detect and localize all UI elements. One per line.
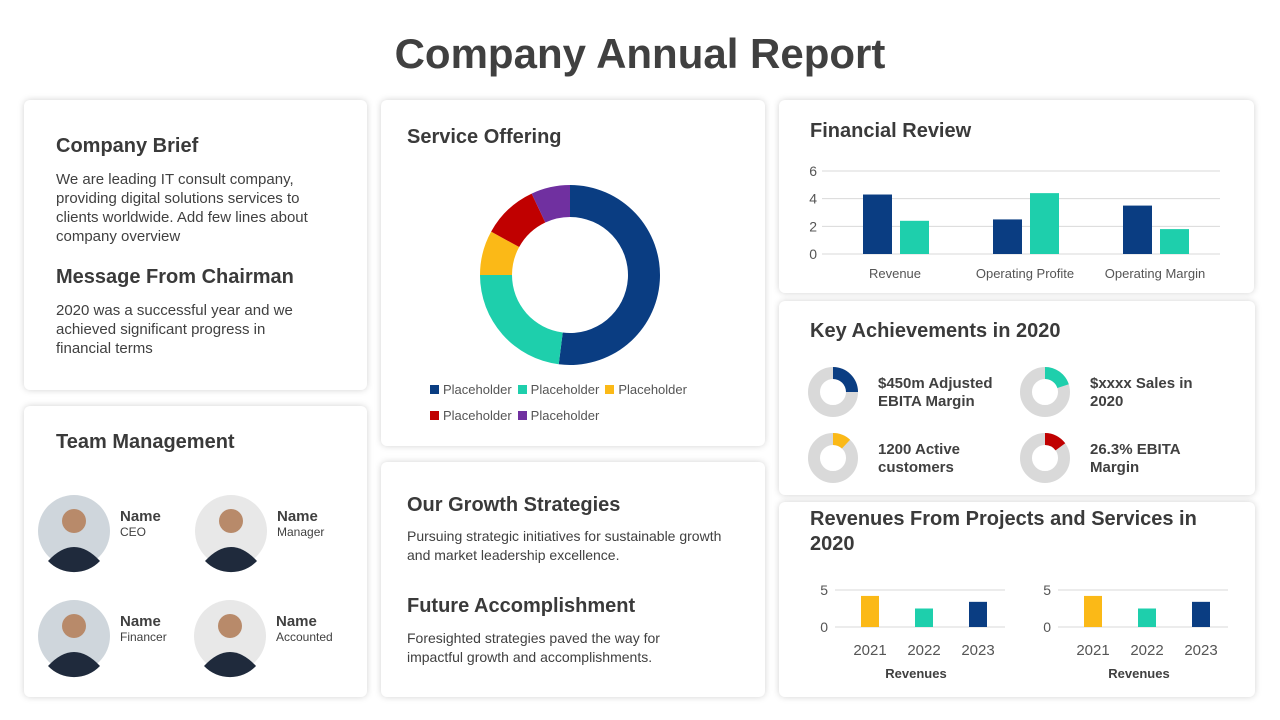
member-name: Name — [120, 508, 161, 525]
x-tick-label: 2022 — [1130, 642, 1163, 659]
donut-slice — [480, 275, 563, 365]
achievement-label: $450m Adjusted EBITA Margin — [878, 375, 993, 410]
avatar-body — [205, 547, 257, 573]
heading: Our Growth Strategies — [407, 494, 621, 516]
member-role: Accounted — [276, 630, 333, 644]
x-axis-label: Revenues — [885, 666, 946, 681]
legend-swatch — [430, 410, 439, 420]
x-tick-label: 2022 — [907, 642, 940, 659]
legend-label: Placeholder — [443, 381, 512, 397]
bar — [1030, 193, 1059, 254]
achievement-label: $xxxx Sales in 2020 — [1090, 375, 1193, 410]
heading: Key Achievements in 2020 — [810, 320, 1061, 342]
text: We are leading IT consult company, provi… — [56, 171, 308, 245]
legend-swatch — [517, 410, 527, 420]
legend-label: Placeholder — [530, 407, 600, 423]
avatar-head — [218, 614, 242, 638]
member-name: Name — [120, 613, 161, 630]
bar — [969, 601, 987, 627]
bar — [1084, 595, 1102, 627]
ring-value — [1045, 433, 1066, 451]
bar — [863, 194, 892, 254]
legend-label: Placeholder — [618, 381, 687, 397]
heading: Financial Review — [810, 120, 972, 142]
x-axis-label: Revenues — [1108, 666, 1169, 681]
legend-swatch — [430, 384, 439, 394]
avatar-body — [204, 652, 256, 678]
y-tick-label: 4 — [809, 191, 817, 207]
bar — [1138, 608, 1156, 627]
heading: Team Management — [56, 431, 235, 453]
card — [381, 462, 765, 697]
y-tick-label: 0 — [820, 619, 828, 635]
bar — [1123, 205, 1152, 254]
member-role: CEO — [120, 525, 147, 539]
y-tick-label: 6 — [809, 163, 817, 179]
bar — [1192, 601, 1210, 627]
legend-item: Placeholder — [430, 406, 512, 424]
title: Company Annual Report — [394, 30, 886, 77]
avatar-body — [48, 547, 100, 573]
legend-label: Placeholder — [530, 381, 600, 397]
member-role: Financer — [120, 630, 167, 644]
card — [779, 502, 1255, 697]
card — [779, 100, 1254, 293]
legend-item: Placeholder — [517, 380, 600, 398]
ring-value — [833, 367, 858, 392]
x-tick-label: Revenue — [869, 266, 921, 281]
donut-slice — [558, 185, 661, 365]
donut-slice — [480, 231, 520, 275]
donut-slice — [491, 193, 546, 248]
card — [779, 301, 1255, 495]
avatar-head — [219, 509, 243, 533]
member-role: Manager — [277, 525, 325, 539]
heading: Company Brief — [56, 135, 199, 157]
achievement-label: 1200 Active customers — [878, 441, 961, 476]
x-tick-label: 2023 — [961, 642, 994, 659]
x-tick-label: 2023 — [1184, 642, 1217, 659]
member-name: Name — [277, 508, 318, 525]
heading: Revenues From Projects and Services in 2… — [810, 508, 1197, 555]
bar — [915, 608, 933, 627]
ring-value — [833, 433, 851, 449]
text: Foresighted strategies paved the way for… — [407, 630, 660, 665]
text: Pursuing strategic initiatives for susta… — [407, 528, 722, 563]
achievement-label: 26.3% EBITA Margin — [1090, 441, 1181, 476]
legend-item: Placeholder — [430, 380, 512, 398]
y-tick-label: 5 — [820, 582, 828, 598]
donut-slice — [531, 185, 570, 223]
avatar-body — [48, 652, 100, 678]
y-tick-label: 5 — [1043, 582, 1051, 598]
ring-value — [1045, 366, 1069, 388]
x-tick-label: 2021 — [1076, 642, 1109, 659]
card — [381, 100, 765, 446]
legend-label: Placeholder — [443, 407, 512, 423]
legend-item: Placeholder — [605, 380, 687, 398]
heading: Message From Chairman — [56, 266, 294, 288]
card — [24, 100, 367, 390]
legend-swatch — [605, 384, 615, 394]
x-tick-label: 2021 — [853, 642, 886, 659]
bar — [993, 219, 1022, 254]
avatar-head — [62, 509, 86, 533]
x-tick-label: Operating Profite — [976, 266, 1074, 281]
legend-item: Placeholder — [517, 406, 600, 424]
legend-swatch — [517, 384, 527, 394]
text: 2020 was a successful year and we achiev… — [56, 302, 293, 357]
bar — [1160, 229, 1189, 254]
y-tick-label: 2 — [809, 218, 817, 234]
y-tick-label: 0 — [809, 246, 817, 262]
bar — [900, 220, 929, 254]
avatar-head — [62, 614, 86, 638]
member-name: Name — [276, 613, 317, 630]
heading: Service Offering — [407, 126, 562, 148]
heading: Future Accomplishment — [407, 595, 636, 617]
y-tick-label: 0 — [1043, 619, 1051, 635]
x-tick-label: Operating Margin — [1105, 266, 1205, 281]
legend: Placeholder Placeholder Placeholder Placeho… — [430, 380, 700, 432]
bar — [861, 595, 879, 627]
